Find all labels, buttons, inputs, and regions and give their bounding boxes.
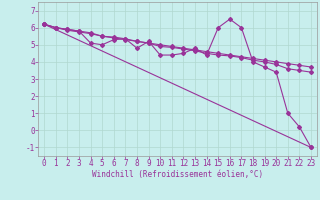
X-axis label: Windchill (Refroidissement éolien,°C): Windchill (Refroidissement éolien,°C) xyxy=(92,170,263,179)
